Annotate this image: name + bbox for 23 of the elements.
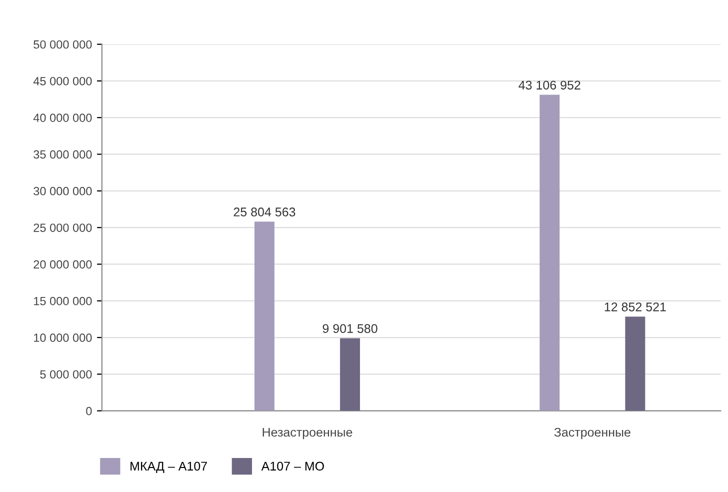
x-tick-label: Незастроенные bbox=[262, 428, 352, 440]
y-tick-label: 15 000 000 bbox=[34, 296, 92, 306]
y-tick-label: 35 000 000 bbox=[34, 150, 92, 159]
y-tick-label: 50 000 000 bbox=[34, 40, 92, 49]
x-tick-label: Застроенные bbox=[554, 428, 630, 440]
bar bbox=[254, 222, 274, 411]
y-tick-label: 5 000 000 bbox=[40, 370, 92, 379]
bar bbox=[340, 338, 360, 411]
y-tick-label: 25 000 000 bbox=[34, 224, 92, 232]
y-tick-label: 30 000 000 bbox=[34, 186, 92, 196]
y-tick-label: 10 000 000 bbox=[34, 334, 92, 342]
bar bbox=[625, 316, 646, 411]
bar bbox=[540, 94, 560, 411]
y-tick-label: 20 000 000 bbox=[34, 260, 92, 269]
legend-label: МКАД – А107 bbox=[130, 462, 207, 473]
data-label: 25 804 563 bbox=[234, 208, 296, 216]
data-label: 43 106 952 bbox=[518, 80, 580, 90]
legend-label: А107 – МО bbox=[261, 462, 324, 471]
y-tick-label: 0 bbox=[86, 406, 92, 416]
y-tick-label: 45 000 000 bbox=[33, 76, 92, 86]
data-label: 12 852 521 bbox=[604, 302, 666, 312]
y-tick-label: 40 000 000 bbox=[33, 114, 92, 122]
data-label: 9 901 580 bbox=[322, 324, 378, 333]
